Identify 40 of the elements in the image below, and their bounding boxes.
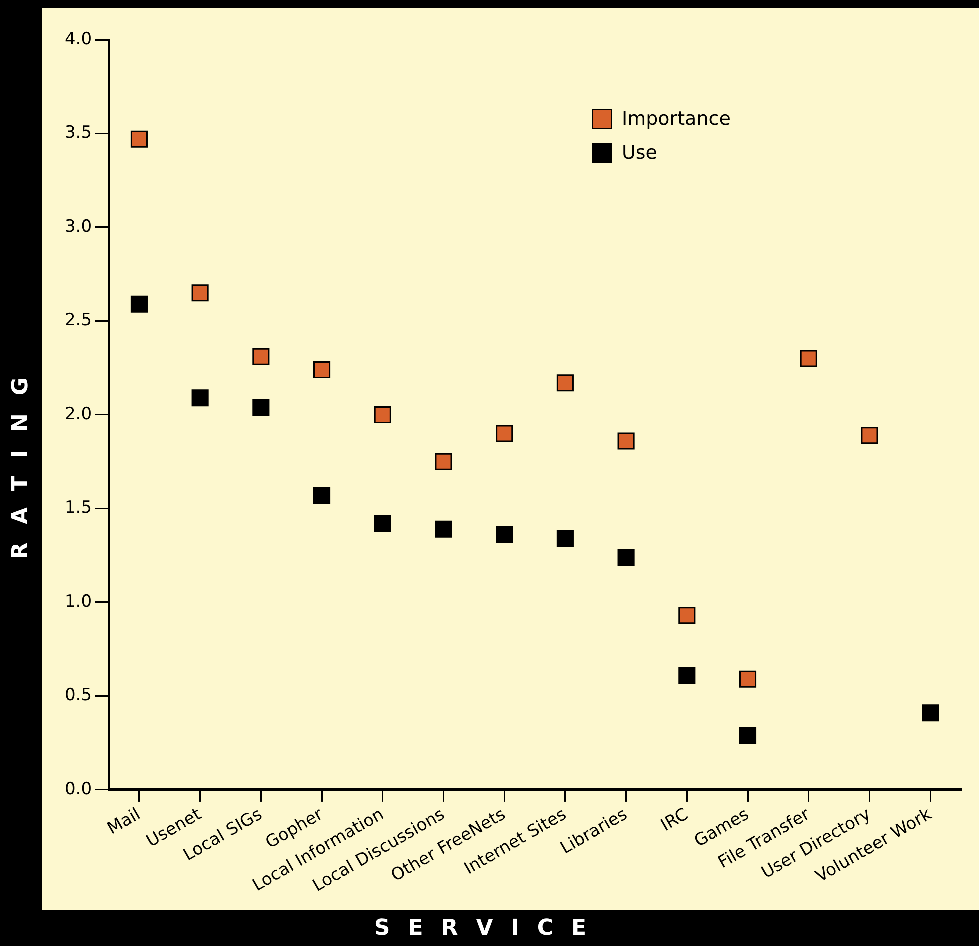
point: [556, 530, 574, 548]
point: [678, 667, 696, 684]
point: [800, 350, 818, 368]
y-tick-label: 0.5: [64, 686, 92, 706]
y-tick-label: 0.0: [64, 779, 92, 800]
point: [922, 704, 940, 722]
point: [435, 453, 452, 470]
point: [496, 425, 514, 442]
point: [618, 548, 635, 566]
point: [314, 487, 331, 504]
y-tick-label: 2.0: [64, 404, 92, 424]
point: [130, 296, 148, 313]
point: [252, 398, 270, 416]
x-axis-title: SERVICE: [373, 914, 606, 942]
x-tick-label: IRC: [658, 804, 692, 836]
point: [374, 406, 392, 424]
y-tick-label: 3.0: [64, 216, 92, 237]
point: [618, 432, 635, 450]
x-tick-label: Mail: [104, 804, 144, 840]
point: [739, 727, 757, 744]
y-tick-label: 1.0: [64, 592, 92, 612]
legend-label: Use: [622, 142, 658, 164]
point: [192, 284, 209, 302]
y-axis-title: RATING: [8, 359, 34, 559]
y-tick-label: 4.0: [64, 29, 92, 50]
point: [556, 374, 574, 392]
y-tick-label: 1.5: [64, 498, 92, 518]
point: [739, 670, 757, 688]
point: [374, 515, 392, 532]
point: [861, 427, 878, 444]
point: [678, 607, 696, 624]
y-tick-label: 3.5: [64, 123, 92, 144]
point: [192, 390, 209, 407]
point: [130, 130, 148, 148]
y-tick-label: 2.5: [64, 310, 92, 331]
point: [314, 361, 331, 379]
point: [435, 520, 452, 538]
legend-label: Importance: [622, 108, 731, 130]
point: [252, 348, 270, 366]
point: [496, 526, 514, 544]
